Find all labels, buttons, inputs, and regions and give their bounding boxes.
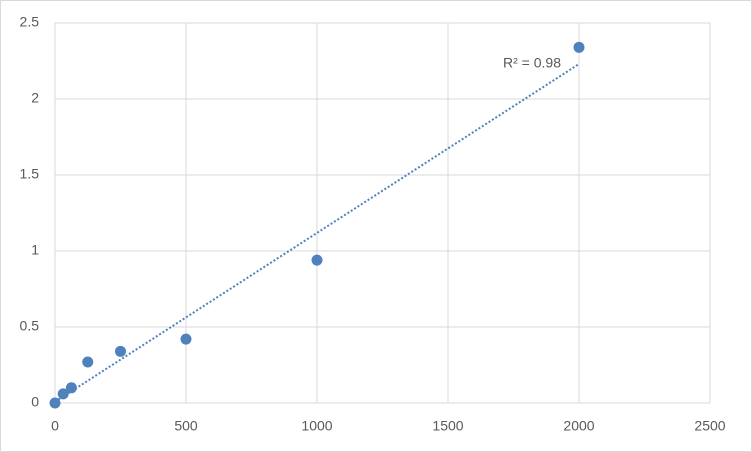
y-tick-label: 2.5 xyxy=(20,14,40,30)
y-tick-label: 1.5 xyxy=(20,166,40,182)
data-point xyxy=(115,345,126,357)
x-tick-label: 2500 xyxy=(694,418,725,434)
x-tick-label: 1500 xyxy=(432,418,463,434)
trendline-label: R² = 0.98 xyxy=(503,55,561,71)
data-point xyxy=(65,382,77,394)
x-tick-label: 1000 xyxy=(301,418,332,434)
data-point xyxy=(82,356,94,368)
x-tick-label: 2000 xyxy=(563,418,594,434)
y-tick-label: 0.5 xyxy=(20,318,40,334)
data-point xyxy=(311,254,323,266)
x-tick-label: 0 xyxy=(51,418,59,434)
data-point xyxy=(49,397,61,409)
y-tick-label: 1 xyxy=(31,242,39,258)
data-point xyxy=(180,333,192,345)
y-tick-label: 2 xyxy=(31,90,39,106)
y-tick-label: 0 xyxy=(31,394,39,410)
data-point xyxy=(57,388,69,400)
data-point xyxy=(573,41,585,53)
x-tick-label: 500 xyxy=(174,418,198,434)
